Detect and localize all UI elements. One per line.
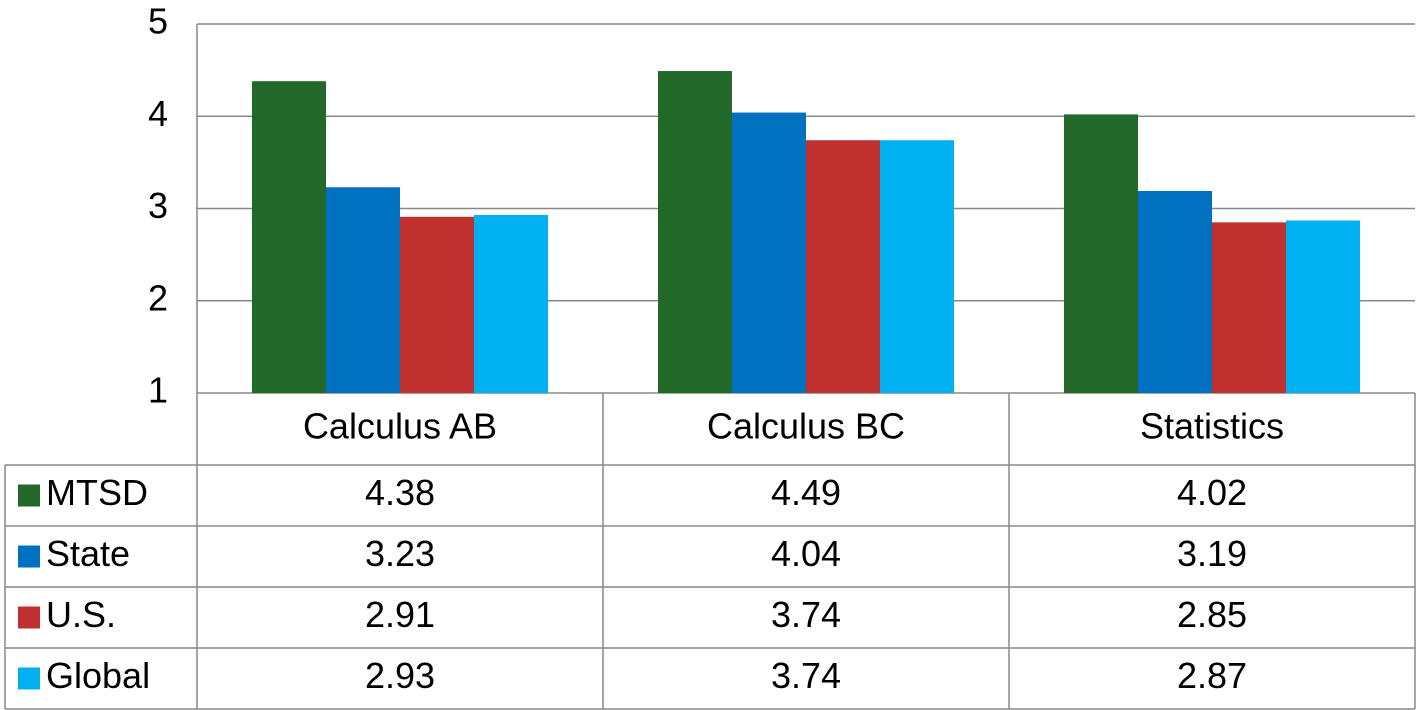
x-tick-label: Calculus BC	[707, 406, 905, 447]
y-tick-label: 2	[148, 277, 168, 318]
bar	[1286, 220, 1360, 393]
bar	[806, 140, 880, 393]
bar	[880, 140, 954, 393]
table-value: 3.19	[1177, 533, 1247, 574]
bar	[326, 187, 400, 393]
table-value: 3.74	[771, 655, 841, 696]
bar	[474, 214, 548, 393]
table-value: 3.74	[771, 594, 841, 635]
legend-label: MTSD	[46, 472, 148, 513]
legend-label: U.S.	[46, 594, 116, 635]
table-value: 4.02	[1177, 472, 1247, 513]
bar	[1138, 190, 1212, 393]
table-value: 2.93	[365, 655, 435, 696]
x-tick-label: Calculus AB	[303, 406, 497, 447]
bar	[400, 216, 474, 393]
table-value: 3.23	[365, 533, 435, 574]
legend-label: State	[46, 533, 130, 574]
legend-swatch	[18, 484, 40, 507]
table-value: 4.49	[771, 472, 841, 513]
y-tick-label: 4	[148, 93, 168, 134]
y-tick-label: 1	[148, 370, 168, 411]
bar	[1064, 114, 1138, 393]
y-tick-label: 5	[148, 1, 168, 42]
bar	[658, 71, 732, 394]
y-tick-label: 3	[148, 185, 168, 226]
x-tick-label: Statistics	[1140, 406, 1284, 447]
table-value: 4.38	[365, 472, 435, 513]
bar	[1212, 222, 1286, 393]
bar	[252, 81, 326, 393]
legend-label: Global	[46, 655, 150, 696]
legend-swatch	[18, 667, 40, 690]
table-value: 2.91	[365, 594, 435, 635]
table-value: 2.85	[1177, 594, 1247, 635]
table-value: 4.04	[771, 533, 841, 574]
legend-swatch	[18, 545, 40, 568]
bar	[732, 112, 806, 393]
table-value: 2.87	[1177, 655, 1247, 696]
legend-swatch	[18, 606, 40, 629]
